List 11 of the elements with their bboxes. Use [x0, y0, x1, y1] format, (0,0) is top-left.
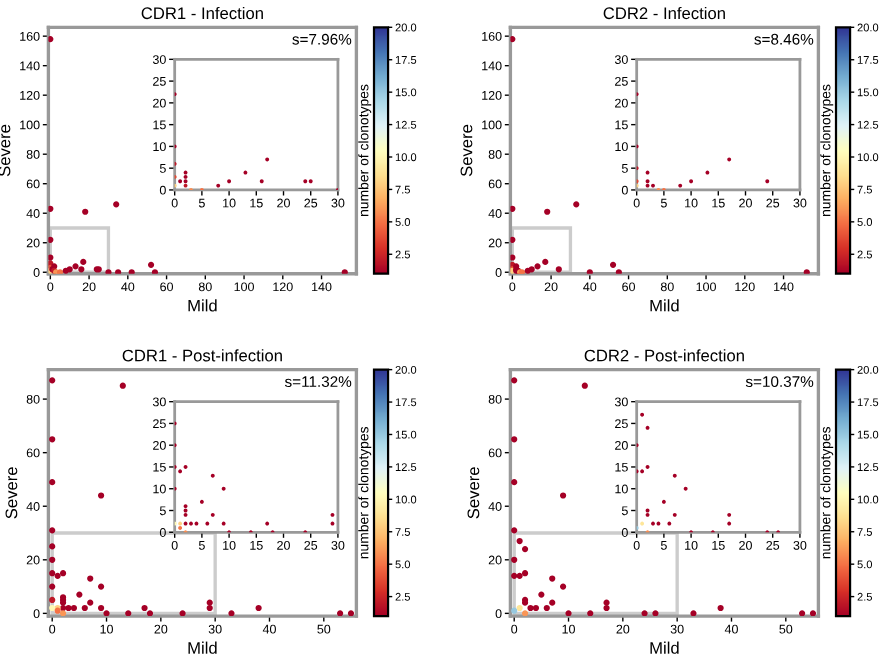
chart-title: CDR1 - Post-infection [122, 349, 282, 362]
x-axis-title: Mild [650, 299, 679, 312]
x-axis-title: Mild [650, 641, 679, 654]
chart-title: CDR1 - Infection [141, 6, 263, 20]
y-axis-title: Severe [467, 467, 480, 519]
chart-title: CDR2 - Infection [603, 6, 725, 20]
y-axis-title: Severe [5, 467, 18, 519]
chart-title: CDR2 - Post-infection [584, 349, 744, 362]
x-axis-title: Mild [188, 299, 217, 312]
y-axis-title: Severe [460, 124, 473, 177]
x-axis-title: Mild [188, 641, 217, 654]
